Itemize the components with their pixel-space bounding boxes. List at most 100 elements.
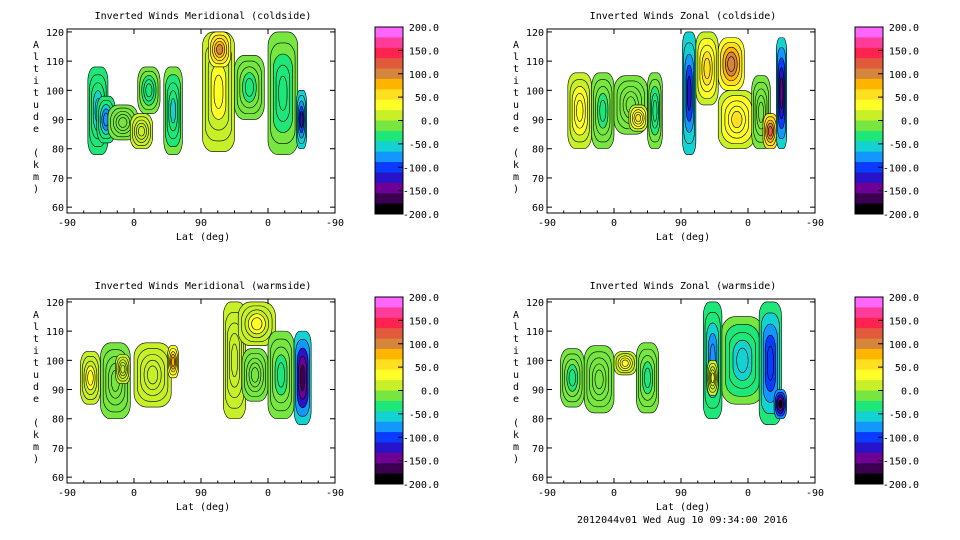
colorbar-swatch: [855, 120, 883, 132]
contour-blob-8-ring-4: [277, 362, 285, 388]
contour-blob-10-ring-4: [299, 111, 304, 129]
colorbar: 200.0 150.0 100.0 50.0 0.0 -50.0 -100.0 -150.0 -…: [854, 293, 919, 491]
colorbar-swatch: [855, 380, 883, 391]
contour-blob-1-ring-4: [594, 369, 604, 390]
contour-blob-0-ring-4: [576, 99, 584, 122]
colorbar-tick-label: 0.0: [421, 117, 439, 128]
data-field: [87, 31, 308, 155]
contour-blob-8-ring-4: [778, 399, 783, 409]
colorbar-tick-label: -200.0: [883, 210, 919, 221]
x-axis-label: Lat (deg): [656, 502, 710, 513]
colorbar-swatch: [855, 162, 883, 173]
y-tick-label: 80: [532, 145, 544, 156]
contour-blob-4-ring-4: [652, 99, 658, 122]
colorbar-swatch: [855, 172, 883, 184]
colorbar-swatch: [855, 359, 883, 371]
colorbar-swatch: [855, 203, 883, 215]
data-field: [80, 301, 312, 425]
x-tick-label: 0: [131, 488, 137, 499]
colorbar-swatch: [855, 338, 883, 350]
colorbar-swatch: [855, 130, 883, 142]
colorbar-tick-label: 100.0: [409, 70, 439, 81]
colorbar-swatch: [855, 58, 883, 70]
colorbar-swatch: [375, 338, 403, 350]
colorbar-tick-label: -150.0: [403, 457, 439, 468]
colorbar-swatch: [855, 37, 883, 49]
chart-title: Inverted Winds Zonal (coldside): [590, 11, 777, 22]
colorbar-swatch: [375, 58, 403, 70]
colorbar-swatch: [855, 110, 883, 121]
colorbar-swatch: [375, 369, 403, 381]
colorbar-tick-label: 50.0: [895, 363, 919, 374]
x-tick-label: 90: [675, 218, 687, 229]
contour-blob-3-ring-4: [138, 126, 145, 137]
colorbar-tick-label: 100.0: [409, 340, 439, 351]
colorbar-swatch: [375, 452, 403, 464]
colorbar-tick-label: 200.0: [409, 293, 439, 304]
contour-blob-2-ring-4: [120, 364, 126, 374]
y-tick-label: 60: [532, 473, 544, 484]
colorbar-swatch: [375, 359, 403, 371]
x-tick-label: -90: [538, 218, 556, 229]
colorbar-swatch: [375, 203, 403, 215]
colorbar-tick-label: -50.0: [889, 140, 919, 151]
y-tick-label: 110: [526, 57, 544, 68]
colorbar-swatch: [855, 89, 883, 101]
y-tick-label: 90: [52, 386, 64, 397]
y-tick-label: 120: [46, 298, 64, 309]
contour-blob-5-ring-4: [170, 98, 176, 124]
colorbar-swatch: [855, 182, 883, 194]
contour-blob-2-ring-4: [621, 359, 629, 367]
colorbar-tick-label: 200.0: [889, 293, 919, 304]
contour-blob-3-ring-4: [635, 114, 642, 123]
x-tick-label: 90: [675, 488, 687, 499]
colorbar-tick-label: 200.0: [889, 23, 919, 34]
colorbar-swatch: [855, 473, 883, 485]
colorbar-swatch: [855, 297, 883, 308]
colorbar-swatch: [855, 348, 883, 360]
x-tick-label: -90: [58, 488, 76, 499]
colorbar-swatch: [855, 390, 883, 402]
contour-blob-11-ring-4: [779, 77, 784, 110]
contour-blob-9-ring-4: [299, 364, 306, 392]
x-tick-label: 90: [195, 488, 207, 499]
colorbar-tick-label: 100.0: [889, 70, 919, 81]
colorbar-swatch: [375, 193, 403, 205]
colorbar-swatch: [375, 172, 403, 184]
y-tick-label: 80: [532, 415, 544, 426]
colorbar-swatch: [855, 421, 883, 433]
y-tick-label: 70: [532, 174, 544, 185]
contour-blob-8-ring-4: [731, 111, 743, 129]
chart-title: Inverted Winds Zonal (warmside): [590, 281, 777, 292]
contour-blob-9-ring-4: [278, 75, 288, 111]
y-tick-label: 60: [532, 203, 544, 214]
contour-blob-3-ring-4: [644, 367, 651, 388]
chart-svg: Inverted Winds Zonal (warmside) -90 0 90 0 -9…: [513, 281, 919, 513]
chart-svg: Inverted Winds Meridional (warmside) -90 0…: [33, 281, 439, 513]
y-tick-label: 120: [526, 28, 544, 39]
x-tick-label: 0: [611, 218, 617, 229]
colorbar-swatch: [375, 307, 403, 319]
colorbar-tick-label: 150.0: [889, 316, 919, 327]
x-axis-label: Lat (deg): [176, 232, 230, 243]
contour-blob-7-ring-4: [251, 367, 259, 383]
contour-blob-6-ring-4: [736, 347, 749, 373]
colorbar-swatch: [855, 141, 883, 153]
colorbar-swatch: [855, 27, 883, 38]
colorbar-swatch: [375, 110, 403, 121]
colorbar-tick-label: -150.0: [883, 457, 919, 468]
colorbar-tick-label: -50.0: [889, 410, 919, 421]
colorbar-swatch: [855, 47, 883, 59]
colorbar-swatch: [375, 442, 403, 454]
colorbar-swatch: [375, 120, 403, 132]
contour-blob-7-ring-4: [727, 56, 736, 72]
y-tick-label: 120: [46, 28, 64, 39]
chart-title: Inverted Winds Meridional (coldside): [95, 11, 312, 22]
colorbar-tick-label: -200.0: [403, 480, 439, 491]
y-tick-label: 60: [52, 473, 64, 484]
colorbar-tick-label: 150.0: [409, 46, 439, 57]
contour-blob-2-ring-4: [118, 117, 128, 128]
colorbar-swatch: [375, 151, 403, 163]
colorbar-swatch: [855, 151, 883, 163]
